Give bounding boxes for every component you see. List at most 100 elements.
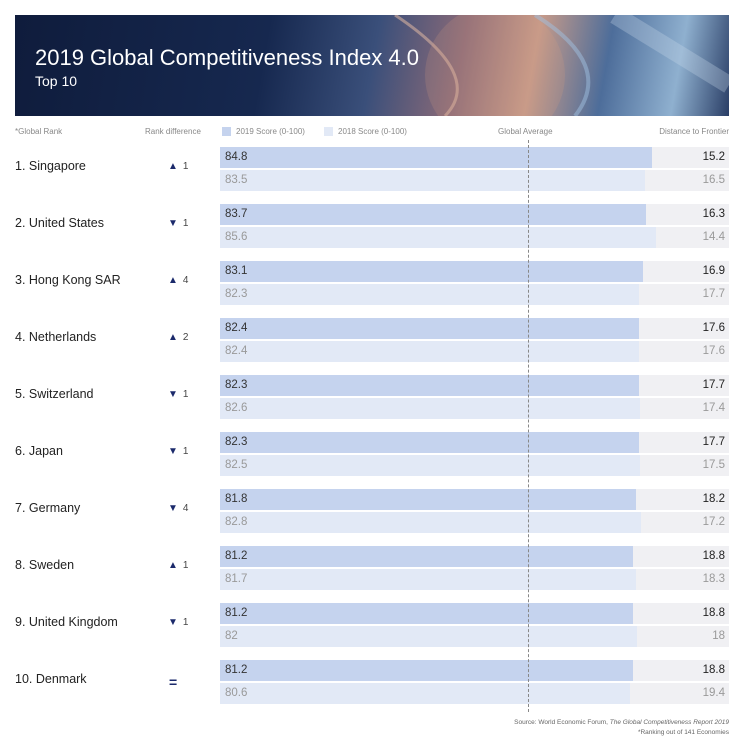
rank-up-icon: ▲ [168, 161, 178, 172]
bar-s2019 [220, 489, 637, 510]
score-s2018: 82.3 [225, 288, 248, 300]
rank-difference-value: 1 [182, 560, 189, 571]
distance-d2018: 14.4 [702, 231, 725, 243]
legend-2019: 2019 Score (0-100) [236, 127, 305, 136]
global-average-line [528, 140, 529, 712]
distance-d2019: 16.3 [702, 208, 725, 220]
bar-s2019 [220, 603, 634, 624]
chart-subtitle: Top 10 [35, 73, 78, 89]
country-label: 8. Sweden [15, 558, 75, 572]
bar-s2018 [220, 284, 639, 305]
header-global-rank: *Global Rank [15, 127, 63, 136]
rank-difference: ▼ 1 [168, 218, 188, 229]
header-global-average: Global Average [498, 127, 553, 136]
rank-same-icon: = [169, 674, 178, 690]
header-distance: Distance to Frontier [659, 127, 729, 136]
distance-d2019: 18.8 [702, 664, 725, 676]
rank-difference-value: 1 [182, 218, 189, 229]
banner-decoration [394, 15, 729, 116]
rank-difference-value: 2 [182, 332, 189, 343]
score-s2019: 81.2 [225, 664, 248, 676]
score-s2018: 81.7 [225, 573, 248, 585]
distance-d2018: 16.5 [702, 174, 725, 186]
bar-s2019 [220, 660, 634, 681]
score-s2018: 83.5 [225, 174, 248, 186]
country-label: 9. United Kingdom [15, 615, 118, 629]
bar-s2018 [220, 398, 641, 419]
chart-title: 2019 Global Competitiveness Index 4.0 [35, 45, 420, 70]
distance-d2018: 17.4 [702, 402, 725, 414]
bar-s2019 [220, 147, 652, 168]
score-s2018: 82.4 [225, 345, 248, 357]
bar-s2018 [220, 512, 642, 533]
score-s2019: 82.3 [225, 436, 248, 448]
score-s2019: 81.2 [225, 607, 248, 619]
ranking-note: *Ranking out of 141 Economies [637, 729, 729, 736]
rank-down-icon: ▼ [168, 389, 178, 400]
score-s2019: 81.2 [225, 550, 248, 562]
score-s2018: 82.6 [225, 402, 248, 414]
legend-swatch-2019 [222, 127, 231, 136]
rank-difference-value: 1 [182, 446, 189, 457]
source-note: Source: World Economic Forum, The Global… [514, 719, 729, 726]
distance-d2018: 19.4 [702, 687, 725, 699]
legend-swatch-2018 [324, 127, 333, 136]
country-label: 2. United States [15, 216, 104, 230]
score-s2018: 80.6 [225, 687, 248, 699]
distance-d2018: 17.2 [702, 516, 725, 528]
distance-d2019: 17.7 [702, 436, 725, 448]
bar-s2019 [220, 261, 643, 282]
bar-s2018 [220, 341, 640, 362]
rank-difference: ▼ 1 [168, 617, 188, 628]
rank-difference: ▲ 1 [168, 560, 188, 571]
score-s2019: 84.8 [225, 151, 248, 163]
distance-d2018: 18 [712, 630, 725, 642]
score-s2018: 85.6 [225, 231, 248, 243]
rank-up-icon: ▲ [168, 275, 178, 286]
distance-d2019: 17.7 [702, 379, 725, 391]
bar-s2018 [220, 683, 631, 704]
country-label: 4. Netherlands [15, 330, 97, 344]
country-label: 3. Hong Kong SAR [15, 273, 121, 287]
rank-difference: ▲ 1 [168, 161, 188, 172]
bar-s2018 [220, 569, 636, 590]
country-label: 6. Japan [15, 444, 63, 458]
country-label: 10. Denmark [15, 672, 87, 686]
header-banner: 2019 Global Competitiveness Index 4.0 To… [15, 15, 729, 116]
distance-d2019: 16.9 [702, 265, 725, 277]
score-s2019: 83.1 [225, 265, 248, 277]
rank-down-icon: ▼ [168, 218, 178, 229]
rank-difference: ▼ 4 [168, 503, 188, 514]
rank-difference-value: 4 [182, 275, 189, 286]
rank-difference-value: 1 [182, 161, 189, 172]
rank-up-icon: ▲ [168, 560, 178, 571]
distance-d2019: 17.6 [702, 322, 725, 334]
rank-difference: ▲ 4 [168, 275, 188, 286]
rank-difference: ▲ 2 [168, 332, 188, 343]
score-s2019: 82.3 [225, 379, 248, 391]
score-s2018: 82.5 [225, 459, 248, 471]
bar-s2019 [220, 546, 634, 567]
legend-2018: 2018 Score (0-100) [338, 127, 407, 136]
bar-s2018 [220, 455, 640, 476]
rank-down-icon: ▼ [168, 446, 178, 457]
bar-s2018 [220, 170, 645, 191]
distance-d2019: 18.8 [702, 550, 725, 562]
bar-s2019 [220, 204, 647, 225]
country-label: 1. Singapore [15, 159, 86, 173]
bar-s2019 [220, 375, 639, 396]
header-rank-difference: Rank difference [145, 127, 201, 136]
country-label: 5. Switzerland [15, 387, 94, 401]
bar-s2018 [220, 227, 656, 248]
distance-d2019: 15.2 [702, 151, 725, 163]
distance-d2018: 18.3 [702, 573, 725, 585]
rank-difference-value: 1 [182, 389, 189, 400]
rank-difference: = [168, 674, 182, 690]
distance-d2019: 18.8 [702, 607, 725, 619]
rank-difference: ▼ 1 [168, 389, 188, 400]
source-prefix: Source: World Economic Forum, [514, 719, 610, 726]
rank-difference: ▼ 1 [168, 446, 188, 457]
score-s2018: 82 [225, 630, 238, 642]
score-s2019: 81.8 [225, 493, 248, 505]
